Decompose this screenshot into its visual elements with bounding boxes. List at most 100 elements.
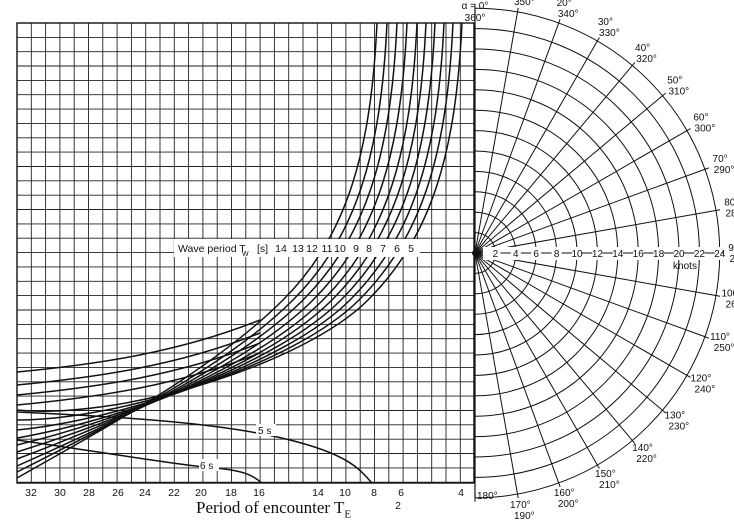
heading-ray [474,252,721,297]
wave-period-curve [16,22,463,412]
wave-period-curve-tail [16,352,261,406]
heading-label-reciprocal: 250° [714,343,734,354]
heading-ray [474,252,519,499]
speed-label: 24 [714,249,726,260]
wave-period-curve [16,22,427,446]
label-6s-bg [199,459,219,471]
wave-period-values: 14 13 12 11 10 9 8 7 6 5 [275,243,414,255]
heading-ray [474,252,561,487]
wave-period-label-box [174,239,420,257]
heading-label: 60° [693,113,708,124]
heading-ray [474,167,709,254]
x-tick-label: 24 [139,487,151,499]
speed-label: 4 [513,249,519,260]
x-tick-label: 30 [54,487,66,499]
heading-label-reciprocal: 330° [599,28,620,39]
wave-period-value: 7 [380,243,386,255]
speed-label: 10 [571,249,583,260]
heading-ray [474,252,666,414]
wave-period-curve [16,22,418,453]
polar-center [472,250,478,256]
wave-period-subscript: W [242,251,249,258]
heading-label-reciprocal: 260° [725,299,734,310]
heading-label-reciprocal: 290° [714,165,734,176]
wave-period-label: Wave period T [178,243,246,255]
polar-diagram: 10°350°20°340°30°330°40°320°50°310°60°30… [462,0,734,522]
heading-label: 140° [632,443,653,454]
heading-label-reciprocal: 310° [668,86,689,97]
heading-label-reciprocal: 340° [558,9,579,20]
x-tick-label: 18 [225,487,237,499]
heading-label: 90° [728,243,734,254]
curve-label-5s: 5 s [258,426,271,437]
heading-label-reciprocal: 200° [558,499,579,510]
heading-label: 130° [664,411,685,422]
wave-period-value: 10 [334,243,346,255]
heading-ray [474,19,561,254]
heading-label: 70° [713,154,728,165]
heading-label-reciprocal: 300° [695,124,716,135]
heading-label: 30° [598,17,613,28]
wave-period-value: 8 [366,243,372,255]
heading-label: 20° [557,0,572,9]
heading-ray [474,252,709,339]
speed-label: 22 [694,249,706,260]
x-tick-label: 8 [371,487,377,499]
wave-period-value: 11 [322,243,333,255]
heading-ray [474,128,691,254]
curve-6s [16,439,263,484]
heading-ray [474,252,600,469]
wave-period-curve [16,22,408,460]
label-5s-bg [256,424,276,436]
wave-period-curve-tail [16,319,261,373]
wave-period-curve [16,22,398,467]
heading-ray [474,62,636,254]
x-axis-title-symbol: T [334,498,345,517]
wave-period-value: 14 [275,243,287,255]
x-tick-label: 32 [25,487,37,499]
heading-label-reciprocal: 270° [729,254,734,265]
wave-period-value: 12 [306,243,318,255]
speed-label: 20 [673,249,685,260]
speed-label: 2 [493,249,499,260]
heading-label-180: 180° [477,491,498,502]
heading-label: 150° [595,469,616,480]
heading-label-reciprocal: 210° [599,480,620,491]
heading-label-reciprocal: 320° [636,54,657,65]
x-tick-label: 22 [168,487,180,499]
wave-period-curve-tail [16,332,261,386]
heading-label-reciprocal: 280° [725,209,734,220]
wave-period-curve [16,22,445,431]
heading-label-reciprocal: 350° [514,0,535,8]
speed-label: 16 [633,249,645,260]
x-axis-title-subscript: E [344,508,352,521]
wave-period-curve-tail [16,342,261,396]
wave-period-value: 5 [408,243,414,255]
heading-label: 110° [710,332,730,343]
wave-period-value: 6 [394,243,400,255]
speed-label: 14 [612,249,624,260]
speed-label: 12 [592,249,604,260]
x-tick-label: 20 [195,487,207,499]
x-tick-label: 4 [458,487,464,499]
heading-label: 120° [691,373,712,384]
heading-top-alpha: α = 0° [462,1,489,12]
heading-label-reciprocal: 240° [695,384,716,395]
heading-label-reciprocal: 190° [514,511,535,522]
speed-label: 18 [653,249,665,260]
speed-unit-label: knots [673,261,697,272]
heading-ray [474,37,600,254]
heading-ray [474,252,691,378]
heading-label: 50° [667,75,682,86]
wave-period-curve [16,22,388,473]
x-axis-title: Period of encounter TE [196,498,351,520]
curve-label-6s: 6 s [200,461,213,472]
heading-label-reciprocal: 220° [636,454,657,465]
heading-label: 40° [635,43,650,54]
x-tick-label: 14 [312,487,324,499]
heading-label: 100° [721,288,734,299]
wave-period-value: 13 [292,243,304,255]
heading-label: 160° [554,488,575,499]
heading-label-reciprocal: 230° [668,422,689,433]
